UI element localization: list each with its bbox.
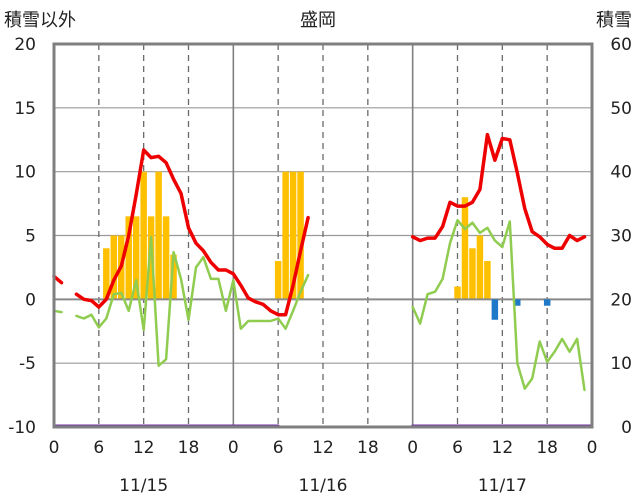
- precip-bar: [125, 216, 132, 300]
- precip-bar: [170, 254, 177, 300]
- y-left-tick: 5: [25, 227, 36, 247]
- precip-bar: [162, 216, 170, 300]
- precip-bar: [110, 235, 118, 300]
- date-label: 11/17: [478, 476, 527, 496]
- y-left-tick: 15: [14, 99, 36, 119]
- x-tick: 12: [312, 438, 334, 458]
- x-tick: 6: [452, 438, 463, 458]
- y-right-tick: 10: [610, 354, 632, 374]
- x-tick: 0: [587, 438, 598, 458]
- dewpoint-line: [411, 218, 586, 392]
- y-right-tick: 40: [610, 163, 632, 183]
- y-right-tick: 0: [621, 418, 632, 438]
- y-right-tick: 30: [610, 227, 632, 247]
- precip-bar: [103, 248, 110, 300]
- x-tick: 18: [536, 438, 558, 458]
- precip-bar: [155, 171, 162, 300]
- precip-bar: [454, 286, 461, 300]
- precip-bar: [132, 216, 140, 300]
- precip-bar: [461, 197, 469, 300]
- x-tick: 0: [49, 438, 60, 458]
- y-right-label: 積雪: [596, 10, 632, 31]
- precip-bar: [274, 261, 282, 300]
- dewpoint-line: [75, 235, 310, 367]
- precip-bar: [140, 171, 147, 300]
- negative-bar: [543, 299, 551, 306]
- date-label: 11/15: [119, 476, 168, 496]
- precip-bar: [297, 171, 304, 300]
- date-label: 11/16: [299, 476, 348, 496]
- negative-bar: [491, 299, 499, 320]
- y-right-tick: 60: [610, 35, 632, 55]
- y-left-tick: 10: [14, 163, 36, 183]
- y-left-tick: 20: [14, 35, 36, 55]
- precip-bar: [289, 171, 297, 300]
- x-tick: 18: [178, 438, 200, 458]
- chart-title: 盛岡: [300, 10, 336, 31]
- x-tick: 6: [93, 438, 104, 458]
- negative-bar: [514, 299, 521, 306]
- precip-bar: [469, 248, 476, 300]
- x-tick: 18: [357, 438, 379, 458]
- x-tick: 0: [228, 438, 239, 458]
- temperature-line: [410, 132, 587, 251]
- x-tick: 12: [133, 438, 155, 458]
- x-tick: 6: [273, 438, 284, 458]
- x-tick: 12: [492, 438, 514, 458]
- y-right-tick: 50: [610, 99, 632, 119]
- temperature-line: [74, 148, 310, 317]
- y-right-tick: 20: [610, 290, 632, 310]
- y-left-tick: -5: [19, 354, 36, 374]
- x-tick: 0: [407, 438, 418, 458]
- precip-bar: [476, 235, 484, 300]
- plot-frame: [52, 42, 594, 429]
- y-left-tick: -10: [8, 418, 36, 438]
- negative-bars: [491, 299, 551, 320]
- y-left-label: 積雪以外: [4, 10, 76, 31]
- y-left-tick: 0: [25, 290, 36, 310]
- precip-bar: [282, 171, 289, 300]
- precip-bar: [484, 261, 491, 300]
